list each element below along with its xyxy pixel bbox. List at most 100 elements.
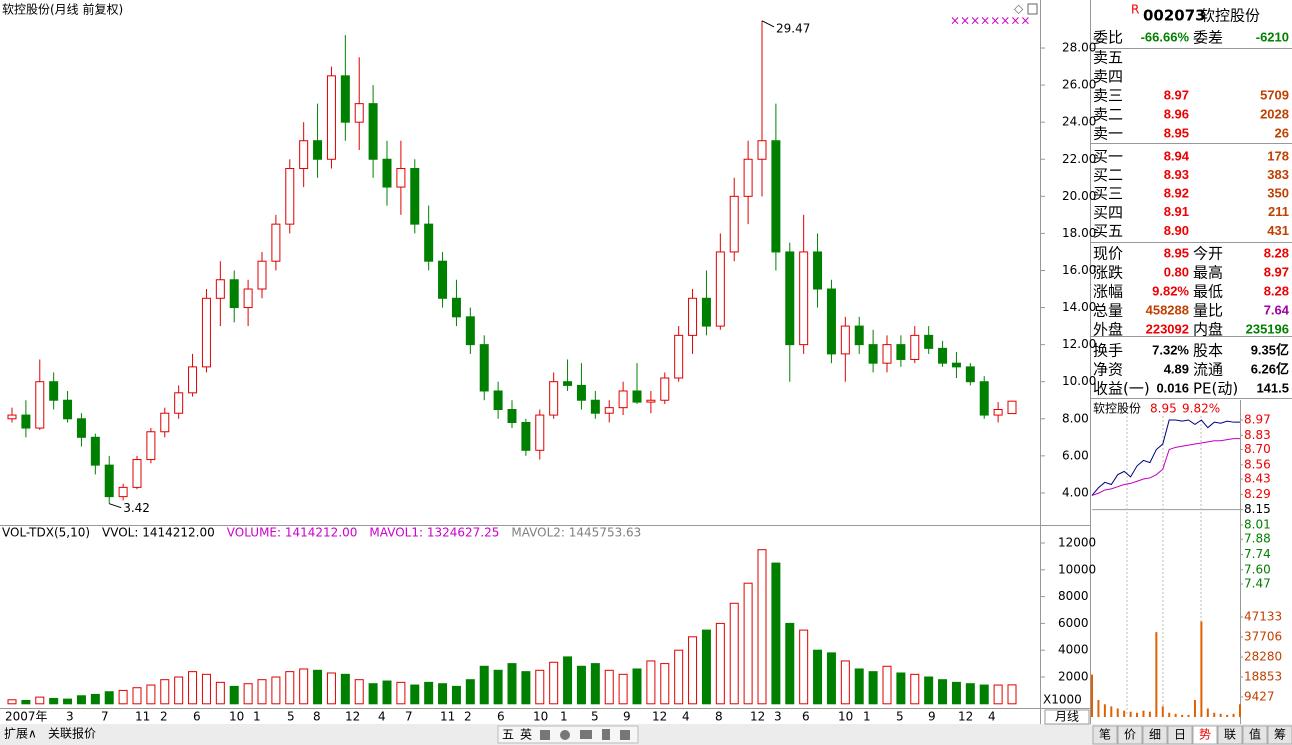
bid-price: 8.93	[1164, 167, 1189, 182]
tab-label[interactable]: 细	[1149, 728, 1161, 742]
tab[interactable]	[1192, 725, 1218, 745]
icon[interactable]	[560, 730, 570, 740]
volume-bar	[785, 622, 795, 705]
candle-body	[854, 325, 864, 346]
tab-label[interactable]: 值	[1249, 727, 1261, 742]
tab[interactable]	[1217, 725, 1243, 745]
bid-price: 8.91	[1164, 204, 1189, 219]
candle-body	[340, 75, 350, 123]
volume-legend: VOLUME: 1414212.00	[227, 526, 358, 540]
volume-bar	[951, 681, 961, 705]
tab-label[interactable]: 笔	[1099, 727, 1111, 742]
volume-bar	[521, 671, 531, 705]
volume-bar	[771, 562, 781, 705]
y-tick-label: 22.00	[1062, 152, 1096, 166]
period[interactable]: 月线	[1055, 710, 1079, 724]
volume-bar	[493, 669, 503, 705]
ask-price: 8.95	[1164, 125, 1189, 140]
tab-label[interactable]: 联	[1224, 728, 1236, 742]
y-tick-label: 6000	[1058, 616, 1089, 630]
volume-bar	[1007, 684, 1017, 705]
tool-button[interactable]: 英	[520, 728, 532, 742]
tab[interactable]	[1267, 725, 1292, 745]
annotation-arrow	[109, 503, 122, 509]
period-box[interactable]	[1044, 709, 1090, 725]
candle-body	[35, 381, 45, 429]
tab[interactable]	[1242, 725, 1268, 745]
candle-body	[924, 334, 934, 349]
volume-bar	[146, 684, 156, 705]
icon[interactable]	[602, 729, 610, 740]
y-tick-label: 9427	[1244, 689, 1275, 703]
toolbar	[497, 725, 639, 744]
tab-label[interactable]: 势	[1199, 728, 1211, 742]
quote-label: 涨跌	[1093, 264, 1123, 282]
quote-value: 8.97	[1264, 264, 1289, 279]
volume-bar	[7, 699, 17, 705]
volume-bar	[229, 685, 239, 705]
candle-body	[465, 316, 475, 346]
volume-bar	[49, 697, 59, 705]
tab[interactable]	[1167, 725, 1193, 745]
quote-value: 6.26亿	[1251, 361, 1289, 376]
candle-body	[188, 366, 198, 394]
footer-button[interactable]: 关联报价	[48, 726, 96, 741]
quote-label: 卖二	[1093, 106, 1123, 124]
y-tick-label: 8.43	[1244, 472, 1271, 486]
volume-bar	[979, 684, 989, 705]
tab-label[interactable]: 筹	[1274, 728, 1286, 742]
candle-body	[1007, 400, 1017, 415]
quote-label: PE(动)	[1193, 380, 1238, 398]
mini-price: 8.95	[1150, 402, 1177, 416]
icon[interactable]: ◇	[1014, 2, 1024, 16]
volume-bar	[688, 636, 698, 705]
icon[interactable]	[580, 730, 592, 739]
candle-body	[507, 409, 517, 423]
x-tick-label: 2	[160, 710, 168, 724]
volume-bar	[563, 656, 573, 705]
volume-bar	[854, 668, 864, 705]
icon[interactable]	[1027, 3, 1038, 15]
candle-body	[271, 223, 281, 262]
footer-button[interactable]: 扩展∧	[4, 727, 37, 741]
quote-label: 外盘	[1093, 321, 1123, 339]
tool-button[interactable]: 五	[502, 728, 514, 742]
quote-label: 现价	[1093, 245, 1123, 263]
chart-title: 软控股份(月线 前复权)	[2, 2, 123, 17]
tab[interactable]	[1092, 725, 1118, 745]
tab[interactable]	[1117, 725, 1143, 745]
x-tick-label: 7	[405, 710, 413, 724]
y-tick-label: 8.15	[1244, 502, 1271, 516]
ask-volume: 26	[1275, 125, 1289, 140]
quote-value: 141.5	[1256, 380, 1289, 395]
candle-body	[21, 414, 31, 429]
volume-bar	[924, 676, 934, 705]
candle-body	[229, 279, 239, 309]
volume-bar	[188, 671, 198, 705]
quote-value: -66.66%	[1141, 29, 1190, 44]
y-tick-label: 10.00	[1062, 374, 1096, 388]
x-tick-label: 12	[652, 710, 667, 724]
volume-bar	[882, 665, 892, 705]
x-tick-label: 10	[838, 710, 853, 724]
volume-bar	[76, 695, 86, 705]
tab-label[interactable]: 日	[1174, 728, 1186, 742]
volume-bar	[340, 673, 350, 705]
volume-bar	[410, 684, 420, 705]
ask-price: 8.97	[1164, 87, 1189, 102]
x-tick-label: 11	[135, 710, 150, 724]
volume-bar	[465, 679, 475, 705]
icon[interactable]	[540, 730, 550, 740]
tab[interactable]	[1142, 725, 1168, 745]
quote-label: 净资	[1093, 361, 1123, 379]
volume-bar	[993, 684, 1003, 705]
candle-body	[104, 464, 114, 498]
volume-bar	[632, 668, 642, 705]
icon[interactable]	[620, 730, 630, 740]
candle-body	[201, 297, 211, 368]
x-tick-label: 2007年	[5, 710, 48, 724]
tab-label[interactable]: 价	[1124, 728, 1136, 742]
candle-body	[299, 140, 309, 170]
y-tick-label: 26.00	[1062, 78, 1096, 92]
